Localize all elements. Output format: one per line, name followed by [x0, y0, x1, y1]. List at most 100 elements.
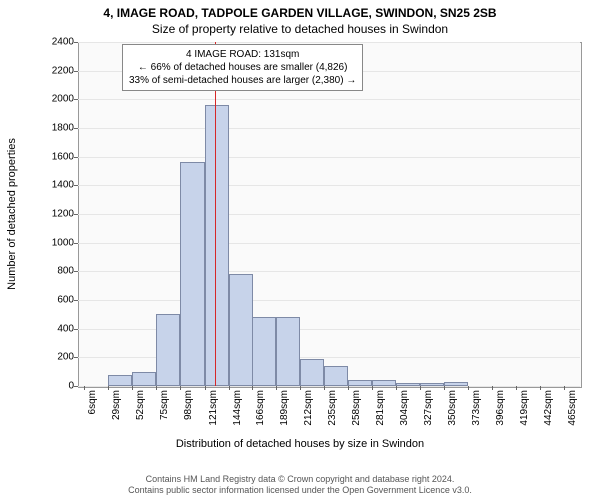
annot-line2: ← 66% of detached houses are smaller (4,… [129, 61, 356, 74]
xtick-mark [229, 386, 230, 390]
ytick-label: 1400 [34, 180, 74, 191]
xtick-mark [300, 386, 301, 390]
ytick-label: 200 [34, 352, 74, 363]
ytick-mark [74, 157, 78, 158]
ytick-mark [74, 71, 78, 72]
xtick-mark [492, 386, 493, 390]
xtick-mark [444, 386, 445, 390]
gridline [78, 128, 580, 129]
histogram-bar [180, 162, 204, 386]
xtick-label: 189sqm [279, 390, 290, 426]
title-main: 4, IMAGE ROAD, TADPOLE GARDEN VILLAGE, S… [0, 0, 600, 20]
xtick-mark [276, 386, 277, 390]
xtick-mark [108, 386, 109, 390]
y-axis-title: Number of detached properties [6, 138, 18, 290]
histogram-bar [252, 317, 276, 386]
histogram-bar [324, 366, 348, 386]
histogram-bar [372, 380, 396, 386]
ytick-mark [74, 386, 78, 387]
xtick-mark [84, 386, 85, 390]
histogram-bar [300, 359, 324, 386]
histogram-bar [276, 317, 300, 386]
annot-line3: 33% of semi-detached houses are larger (… [129, 74, 356, 87]
ytick-label: 2200 [34, 65, 74, 76]
gridline [78, 329, 580, 330]
xtick-mark [420, 386, 421, 390]
ytick-mark [74, 357, 78, 358]
gridline [78, 185, 580, 186]
xtick-label: 350sqm [447, 390, 458, 426]
xtick-label: 396sqm [495, 390, 506, 426]
ytick-label: 0 [34, 381, 74, 392]
histogram-bar [420, 383, 444, 386]
ytick-mark [74, 243, 78, 244]
xtick-mark [540, 386, 541, 390]
reference-line [215, 42, 216, 386]
xtick-label: 465sqm [567, 390, 578, 426]
ytick-mark [74, 42, 78, 43]
xtick-label: 98sqm [183, 390, 194, 420]
ytick-label: 400 [34, 323, 74, 334]
ytick-mark [74, 128, 78, 129]
xtick-label: 52sqm [135, 390, 146, 420]
xtick-label: 75sqm [159, 390, 170, 420]
footer: Contains HM Land Registry data © Crown c… [0, 474, 600, 496]
x-axis-title: Distribution of detached houses by size … [0, 438, 600, 450]
footer-line1: Contains HM Land Registry data © Crown c… [0, 474, 600, 485]
annot-line1: 4 IMAGE ROAD: 131sqm [129, 48, 356, 61]
histogram-bar [156, 314, 180, 386]
ytick-label: 1800 [34, 123, 74, 134]
ytick-label: 600 [34, 295, 74, 306]
gridline [78, 300, 580, 301]
ytick-mark [74, 185, 78, 186]
ytick-label: 1600 [34, 151, 74, 162]
xtick-mark [132, 386, 133, 390]
gridline [78, 271, 580, 272]
histogram-bar [108, 375, 132, 386]
xtick-label: 258sqm [351, 390, 362, 426]
xtick-label: 29sqm [111, 390, 122, 420]
histogram-bar [348, 380, 372, 386]
ytick-mark [74, 214, 78, 215]
xtick-mark [205, 386, 206, 390]
xtick-label: 212sqm [303, 390, 314, 426]
ytick-mark [74, 300, 78, 301]
gridline [78, 42, 580, 43]
chart-container: 4, IMAGE ROAD, TADPOLE GARDEN VILLAGE, S… [0, 0, 600, 500]
xtick-mark [516, 386, 517, 390]
plot-area [78, 42, 580, 386]
xtick-mark [348, 386, 349, 390]
ytick-mark [74, 271, 78, 272]
gridline [78, 214, 580, 215]
histogram-bar [396, 383, 420, 386]
gridline [78, 99, 580, 100]
xtick-mark [324, 386, 325, 390]
xtick-mark [396, 386, 397, 390]
xtick-mark [372, 386, 373, 390]
histogram-bar [205, 105, 229, 386]
xtick-label: 235sqm [327, 390, 338, 426]
annotation-box: 4 IMAGE ROAD: 131sqm ← 66% of detached h… [122, 44, 363, 91]
xtick-label: 442sqm [543, 390, 554, 426]
ytick-label: 1200 [34, 209, 74, 220]
xtick-label: 304sqm [399, 390, 410, 426]
xtick-mark [468, 386, 469, 390]
plot-background [78, 42, 582, 388]
title-sub: Size of property relative to detached ho… [0, 20, 600, 36]
ytick-mark [74, 329, 78, 330]
gridline [78, 357, 580, 358]
xtick-label: 6sqm [87, 390, 98, 414]
histogram-bar [132, 372, 156, 386]
histogram-bar [229, 274, 253, 386]
ytick-label: 2400 [34, 37, 74, 48]
footer-line2: Contains public sector information licen… [0, 485, 600, 496]
xtick-mark [156, 386, 157, 390]
xtick-label: 166sqm [255, 390, 266, 426]
xtick-mark [564, 386, 565, 390]
histogram-bar [444, 382, 468, 386]
ytick-label: 2000 [34, 94, 74, 105]
ytick-label: 800 [34, 266, 74, 277]
gridline [78, 243, 580, 244]
gridline [78, 386, 580, 387]
xtick-label: 121sqm [208, 390, 219, 426]
